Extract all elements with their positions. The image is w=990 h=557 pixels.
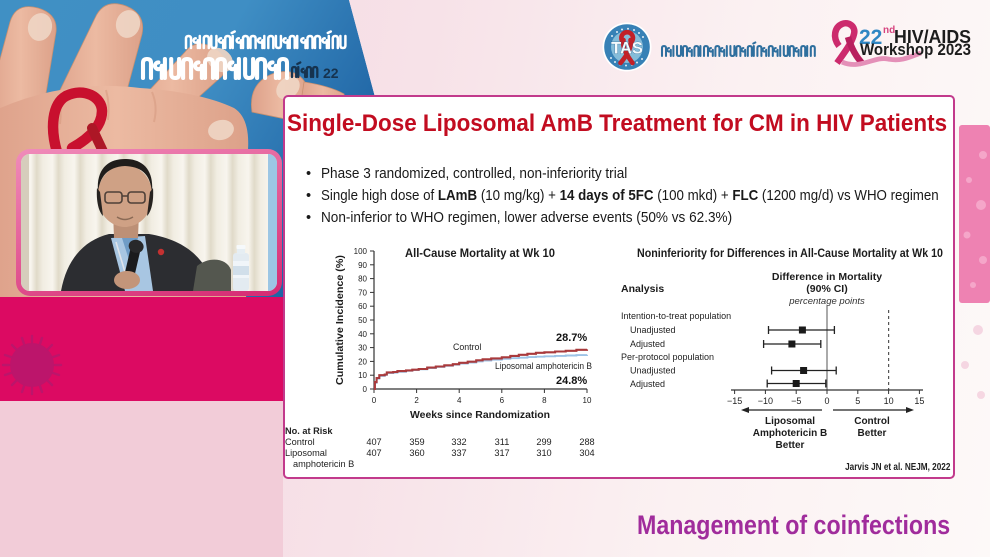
svg-text:6: 6 <box>500 396 505 405</box>
svg-text:40: 40 <box>358 330 367 339</box>
svg-text:Better: Better <box>776 440 805 451</box>
svg-text:22: 22 <box>859 26 882 49</box>
svg-text:nd: nd <box>883 25 895 36</box>
svg-text:Cumulative Incidence (%): Cumulative Incidence (%) <box>335 255 346 385</box>
svg-text:Liposomal: Liposomal <box>765 416 815 427</box>
svg-text:0: 0 <box>372 396 377 405</box>
svg-text:90: 90 <box>358 261 367 270</box>
svg-text:TAS: TAS <box>611 40 643 58</box>
svg-text:Better: Better <box>858 428 887 439</box>
svg-text:100: 100 <box>354 247 368 256</box>
svg-text:Difference in Mortality: Difference in Mortality <box>772 271 882 283</box>
svg-text:15: 15 <box>914 396 924 406</box>
svg-text:percentage points: percentage points <box>788 296 865 307</box>
svg-text:Adjusted: Adjusted <box>630 379 665 389</box>
svg-text:Workshop 2023: Workshop 2023 <box>860 41 971 59</box>
svg-text:24.8%: 24.8% <box>556 375 587 387</box>
svg-text:Unadjusted: Unadjusted <box>630 325 676 335</box>
svg-text:20: 20 <box>358 357 367 366</box>
svg-text:0: 0 <box>824 396 829 406</box>
svg-text:10: 10 <box>884 396 894 406</box>
svg-text:Unadjusted: Unadjusted <box>630 366 676 376</box>
svg-text:8: 8 <box>542 396 547 405</box>
svg-text:50: 50 <box>358 316 367 325</box>
svg-text:30: 30 <box>358 344 367 353</box>
svg-text:2: 2 <box>414 396 419 405</box>
svg-text:4: 4 <box>457 396 462 405</box>
svg-text:Control: Control <box>854 416 890 427</box>
svg-text:Intention-to-treat population: Intention-to-treat population <box>621 311 731 321</box>
svg-text:5: 5 <box>855 396 860 406</box>
svg-text:70: 70 <box>358 288 367 297</box>
svg-text:(90% CI): (90% CI) <box>806 283 847 295</box>
svg-text:Per-protocol population: Per-protocol population <box>621 352 714 362</box>
svg-text:22: 22 <box>323 65 339 81</box>
svg-text:Analysis: Analysis <box>621 283 664 295</box>
svg-text:−5: −5 <box>791 396 801 406</box>
svg-text:60: 60 <box>358 302 367 311</box>
svg-text:Noninferiority for Differences: Noninferiority for Differences in All-Ca… <box>637 246 943 260</box>
svg-text:10: 10 <box>583 396 592 405</box>
svg-text:28.7%: 28.7% <box>556 332 587 344</box>
svg-text:0: 0 <box>363 385 368 394</box>
svg-text:−10: −10 <box>758 396 773 406</box>
svg-text:Adjusted: Adjusted <box>630 339 665 349</box>
svg-text:Liposomal amphotericin B: Liposomal amphotericin B <box>495 361 592 371</box>
svg-text:−15: −15 <box>727 396 742 406</box>
svg-text:80: 80 <box>358 275 367 284</box>
svg-text:10: 10 <box>358 371 367 380</box>
svg-text:All-Cause Mortality at Wk 10: All-Cause Mortality at Wk 10 <box>405 248 555 260</box>
svg-text:HIV/AIDS: HIV/AIDS <box>894 26 971 47</box>
svg-text:Control: Control <box>453 342 481 352</box>
svg-text:Weeks since Randomization: Weeks since Randomization <box>410 410 550 421</box>
svg-text:Amphotericin B: Amphotericin B <box>753 428 827 439</box>
